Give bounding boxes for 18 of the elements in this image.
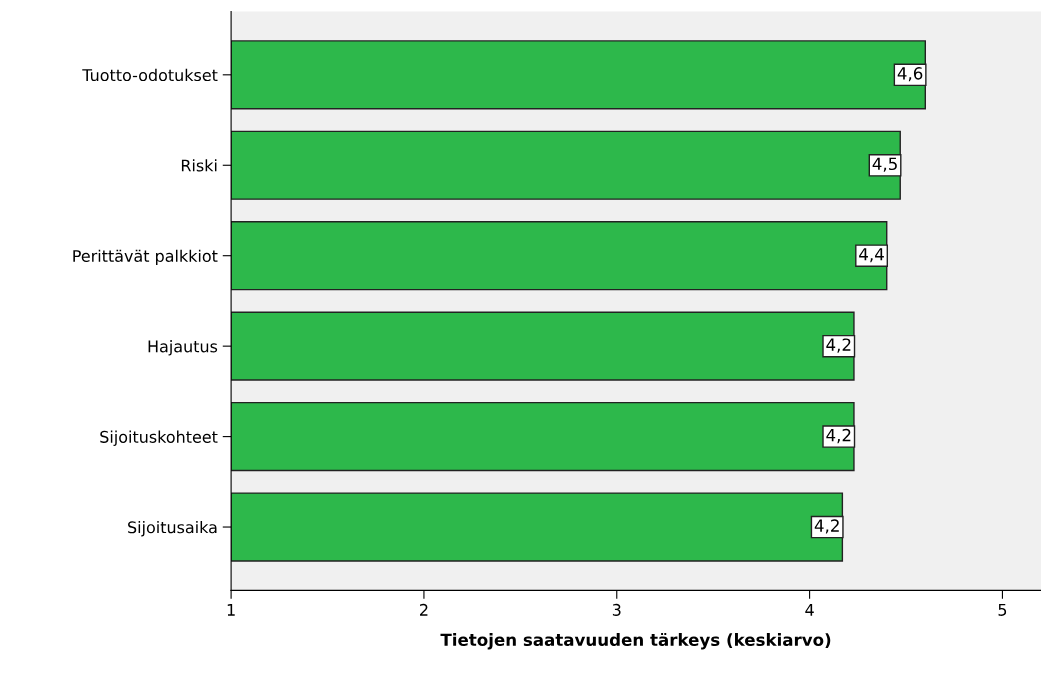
x-axis-title: Tietojen saatavuuden tärkeys (keskiarvo) bbox=[440, 632, 831, 650]
y-tick-label: Riski bbox=[181, 159, 217, 172]
data-label: 4,6 bbox=[897, 67, 923, 82]
y-tick-label: Sijoituskohteet bbox=[100, 430, 218, 446]
y-tick-label: Sijoitusaika bbox=[128, 520, 217, 537]
y-tick-label: Tuotto-odotukset bbox=[82, 68, 218, 82]
y-tick-label: Perittävät palkkiot bbox=[73, 249, 218, 266]
x-tick-label: 3 bbox=[612, 603, 621, 616]
data-label: 4,2 bbox=[814, 519, 839, 534]
x-tick-label: 2 bbox=[420, 603, 428, 616]
data-label: 4,2 bbox=[826, 428, 851, 444]
x-tick-label: 5 bbox=[998, 604, 1007, 616]
data-label: 4,5 bbox=[872, 157, 897, 172]
x-tick-label: 4 bbox=[805, 604, 814, 616]
x-tick-label: 1 bbox=[227, 604, 235, 616]
data-label: 4,2 bbox=[826, 338, 851, 353]
y-tick-label: Hajautus bbox=[148, 340, 218, 356]
data-label: 4,4 bbox=[859, 248, 884, 263]
